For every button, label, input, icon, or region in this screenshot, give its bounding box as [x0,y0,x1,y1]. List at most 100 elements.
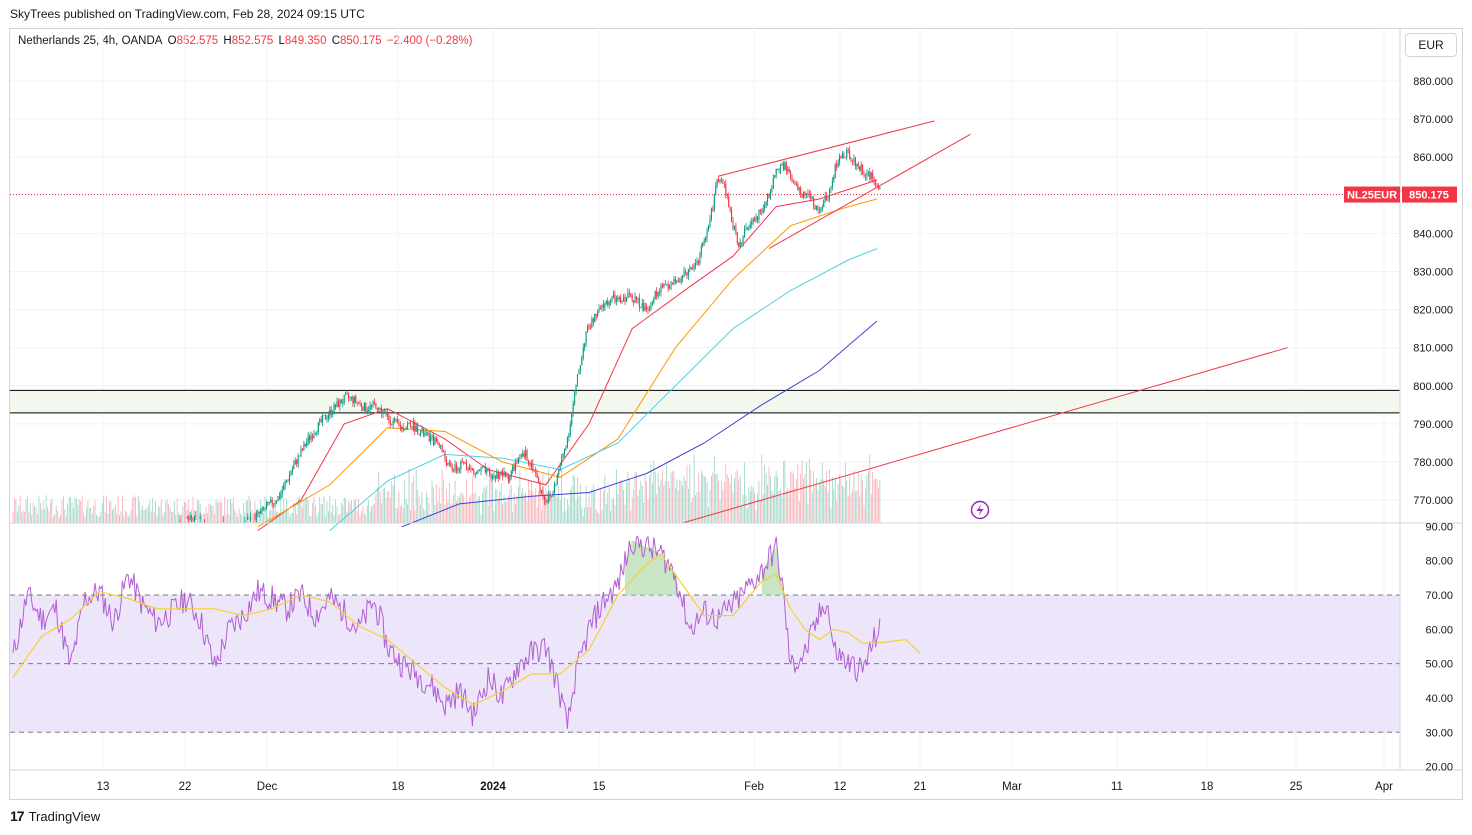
volume-bar [834,478,836,523]
volume-bar [741,505,743,523]
volume-bar [234,509,236,523]
candle-body [546,502,548,503]
volume-bar [827,491,829,523]
candle-body [281,490,283,494]
volume-bar [395,508,397,523]
candle-body [651,302,653,305]
volume-bar [716,473,718,523]
volume-bar [42,500,44,523]
volume-bar [420,505,421,523]
volume-bar [476,501,478,523]
candle-body [538,478,540,483]
rsi-tick-label: 40.00 [1425,693,1453,705]
volume-bar [323,496,325,523]
volume-bar [706,482,708,523]
candle-body [345,393,347,396]
volume-bar [608,487,610,523]
candle-body [474,472,476,474]
candle-body [834,164,836,177]
volume-bar [369,511,371,523]
volume-bar [247,500,249,523]
volume-bar [624,504,626,523]
volume-bar [647,499,649,523]
volume-bar [695,495,696,523]
candle-body [358,402,360,404]
candle-body [749,224,751,229]
volume-bar [813,471,815,523]
volume-bar [204,513,205,523]
volume-bar [293,503,295,523]
candle-body [611,296,613,300]
candle-body [837,161,839,167]
volume-bar [747,508,748,523]
candle-body [408,422,410,424]
volume-bar [303,500,305,523]
candle-body [833,176,835,181]
candle-body [719,179,721,182]
candle-body [769,191,771,199]
volume-bar [803,478,804,523]
candle-body [709,219,711,226]
volume-bar [327,511,329,523]
candle-body [460,461,462,470]
volume-bar [428,503,430,523]
candle-body [559,465,561,470]
volume-bar [431,480,433,523]
price-tick-label: 840.000 [1413,228,1453,240]
candle-body [748,228,750,229]
candle-body [473,470,475,473]
candle-body [693,265,695,269]
candle-body [752,219,754,223]
candle-body [648,308,651,310]
volume-bar [459,496,460,523]
candle-body [491,476,494,479]
volume-bar [506,500,508,523]
candle-body [333,404,335,413]
volume-bar [127,514,129,523]
lightning-icon[interactable] [970,500,990,520]
volume-bar [856,490,858,523]
candle-body [309,435,311,440]
candle-body [339,399,341,407]
volume-bar [692,497,694,523]
volume-bar [297,497,299,523]
volume-bar [480,514,482,523]
volume-bar [734,478,735,523]
volume-bar [558,486,560,523]
volume-bar [385,497,387,523]
volume-bar [651,483,653,523]
candle-body [255,513,257,520]
candle-body [288,474,291,481]
volume-bar [304,497,306,523]
candle-body [533,470,535,472]
volume-bar [376,487,378,523]
candle-body [307,435,309,443]
volume-bar [147,505,149,523]
time-tick-label: 18 [1201,781,1214,793]
volume-bar [614,505,616,523]
volume-bar [700,470,702,523]
volume-bar [448,483,450,523]
volume-bar [849,474,851,523]
volume-bar [660,479,662,523]
candle-body [690,267,692,269]
volume-bar [359,515,361,523]
volume-bar [682,485,683,523]
volume-bar [588,491,590,523]
volume-bar [502,503,503,523]
candle-body [867,171,869,173]
volume-bar [162,515,164,523]
footer-brand[interactable]: 17 TradingView [10,808,100,824]
open-value: 852.575 [176,35,219,47]
volume-bar [526,500,528,523]
candle-body [659,291,661,293]
currency-button[interactable]: EUR [1405,33,1457,57]
volume-bar [345,498,347,523]
candle-body [340,399,342,404]
candle-body [680,278,682,283]
candle-body [545,500,547,503]
volume-bar [363,513,365,523]
candle-body [424,433,426,436]
volume-bar [271,506,273,523]
